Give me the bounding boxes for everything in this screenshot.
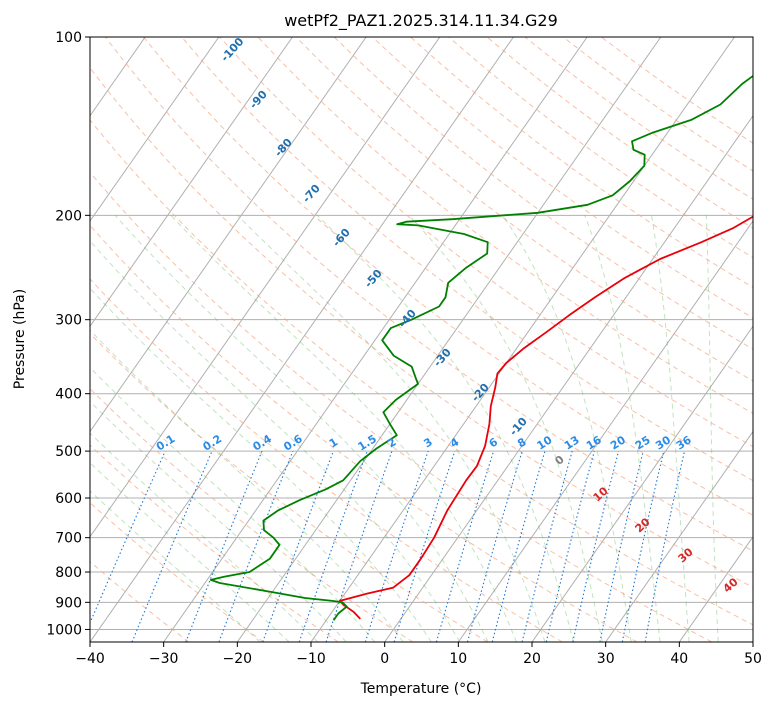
- moist-adiabat: [90, 240, 461, 642]
- mixing-ratio-line: [435, 450, 495, 642]
- x-axis-label: Temperature (°C): [360, 681, 482, 697]
- plot-frame: [89, 36, 754, 643]
- dry-adiabat: [90, 224, 638, 642]
- mixing-ratio-line: [599, 450, 644, 642]
- moist-adiabat: [408, 214, 603, 642]
- y-tick-label: 300: [55, 313, 82, 329]
- moist-adiabat: [90, 287, 432, 642]
- isotherm: [90, 37, 220, 222]
- isotherm: [90, 37, 441, 538]
- moist-adiabat: [90, 432, 319, 642]
- moist-adiabat: [502, 215, 632, 642]
- y-tick-label: 100: [55, 30, 82, 46]
- mixing-ratio-line: [466, 450, 523, 642]
- x-tick-label: −40: [75, 651, 105, 667]
- x-tick-label: 40: [670, 651, 688, 667]
- dry-adiabat: [104, 37, 753, 552]
- mixing-ratio-line: [393, 450, 456, 642]
- y-tick-label: 400: [55, 387, 82, 403]
- isotherm: [90, 37, 367, 433]
- isotherm: [384, 114, 753, 642]
- dry-adiabat: [90, 278, 563, 642]
- y-tick-label: 800: [55, 565, 82, 581]
- moist-adiabat: [651, 215, 690, 642]
- x-tick-label: −20: [223, 651, 253, 667]
- moist-adiabat: [584, 215, 661, 642]
- y-tick-label: 1000: [46, 622, 82, 638]
- moist-adiabat: [316, 214, 575, 642]
- isotherm: [90, 37, 514, 642]
- x-tick-label: 10: [449, 651, 467, 667]
- x-tick-label: 50: [744, 651, 762, 667]
- mixing-ratio-line: [572, 450, 620, 642]
- moist-adiabat: [90, 490, 261, 642]
- mixing-ratio-line: [491, 450, 546, 642]
- y-tick-label: 600: [55, 491, 82, 507]
- moist-adiabat: [90, 329, 404, 642]
- y-tick-label: 500: [55, 444, 82, 460]
- x-tick-label: −10: [296, 651, 326, 667]
- mixing-ratio-line: [218, 450, 294, 642]
- isotherm: [605, 430, 753, 642]
- x-tick-label: 0: [380, 651, 389, 667]
- plot-area: [90, 37, 753, 642]
- isotherm: [163, 37, 588, 642]
- mixing-ratio-line: [262, 450, 334, 642]
- y-axis-label: Pressure (hPa): [12, 289, 28, 389]
- dry-adiabat: [219, 37, 753, 448]
- isotherm: [457, 220, 753, 642]
- y-tick-label: 200: [55, 208, 82, 224]
- x-tick-label: 20: [523, 651, 541, 667]
- mixing-ratio-line: [90, 450, 166, 625]
- isotherm: [90, 37, 293, 328]
- x-tick-label: 30: [597, 651, 615, 667]
- dry-adiabat: [90, 119, 753, 626]
- dry-adiabat: [181, 37, 753, 482]
- y-tick-label: 700: [55, 531, 82, 547]
- y-tick-label: 900: [55, 595, 82, 611]
- mixing-ratio-line: [185, 450, 263, 642]
- dry-adiabat: [90, 67, 753, 588]
- isotherm: [531, 325, 753, 642]
- dry-adiabat: [90, 332, 488, 642]
- x-tick-label: −30: [149, 651, 179, 667]
- isotherm: [678, 535, 753, 642]
- dewpoint-profile-line: [209, 74, 753, 621]
- chart-title: wetPf2_PAZ1.2025.314.11.34.G29: [284, 11, 558, 31]
- isotherms: [90, 37, 753, 642]
- pressure-gridlines: [90, 36, 753, 630]
- axes: −40 −30 −20 −10 0 10 20 30 40 50 100 200 300 400 500 60…: [46, 30, 762, 667]
- mixing-ratio-line: [298, 450, 368, 642]
- moist-adiabat: [170, 214, 517, 642]
- dry-adiabat: [90, 171, 712, 642]
- dry-adiabat: [372, 37, 753, 319]
- dry-adiabat: [90, 388, 414, 642]
- moist-adiabat: [237, 214, 546, 642]
- mixing-ratio-line: [521, 450, 573, 642]
- dry-adiabats: [90, 37, 753, 642]
- dry-adiabat: [143, 37, 753, 516]
- mixing-ratio-line: [131, 450, 213, 642]
- moist-adiabat: [705, 215, 719, 642]
- isotherm: [236, 37, 662, 642]
- mixing-ratio-line: [364, 450, 429, 642]
- moist-adiabats: [90, 214, 719, 642]
- moist-adiabat: [114, 214, 489, 642]
- moist-adiabat: [90, 366, 376, 642]
- mixing-ratio-line: [545, 450, 595, 642]
- temperature-profile-line: [338, 215, 753, 620]
- dry-adiabat: [295, 37, 753, 382]
- profile-series: [209, 74, 753, 621]
- dry-adiabat: [90, 560, 190, 642]
